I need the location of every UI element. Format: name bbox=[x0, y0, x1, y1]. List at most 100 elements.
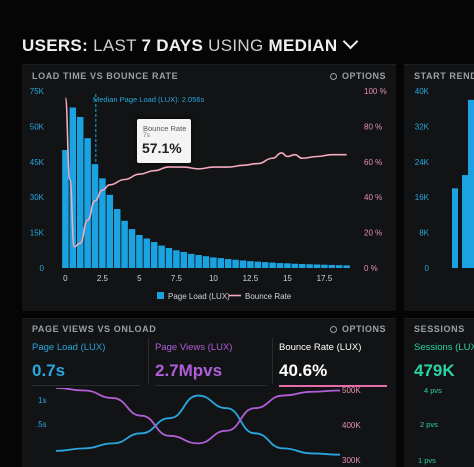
legend-bounce-rate: Bounce Rate bbox=[245, 292, 292, 301]
pageviews-onload-panel bbox=[22, 318, 396, 467]
sessions-sub-1: 4 pvs bbox=[424, 386, 442, 395]
page-load-bar bbox=[91, 164, 99, 268]
page-load-bar bbox=[76, 116, 84, 269]
page-load-bar bbox=[84, 138, 91, 268]
metric-bounce-rate-value: 40.6% bbox=[279, 361, 328, 380]
start-render-tick-label: 32K bbox=[415, 122, 430, 131]
start-render-title: START RENDE bbox=[414, 71, 474, 81]
metric-page-views-label: Page Views (LUX) bbox=[155, 342, 233, 353]
page-load-bar bbox=[62, 150, 69, 268]
legend-page-load: Page Load (LUX) bbox=[168, 292, 230, 301]
y-right-tick-label: 60 % bbox=[364, 158, 382, 167]
header-range: 7 DAYS bbox=[141, 36, 204, 55]
bounce-tooltip: Bounce Rate 7s 57.1% bbox=[137, 119, 191, 163]
pageviews-onload-title: PAGE VIEWS VS ONLOAD bbox=[32, 324, 157, 334]
sessions-sub-2: 2 pvs bbox=[420, 420, 438, 429]
page-load-bar bbox=[195, 255, 202, 268]
page-load-bar bbox=[247, 261, 254, 268]
page-load-bar bbox=[128, 229, 136, 268]
page-load-bar bbox=[269, 262, 276, 268]
y-right-tick-label: 40 % bbox=[364, 193, 382, 202]
metric-sessions-label: Sessions (LUX) bbox=[414, 342, 474, 353]
page-load-bar bbox=[224, 259, 232, 268]
metric-page-views[interactable]: Page Views (LUX) 2.7Mpvs bbox=[155, 337, 267, 386]
start-render-tick-label: 16K bbox=[415, 193, 430, 202]
y-left-tick-label: 45K bbox=[30, 158, 45, 167]
bottom-right-tick-3: 300K bbox=[342, 456, 361, 465]
load-bounce-panel bbox=[22, 64, 396, 311]
start-render-bar bbox=[452, 188, 458, 268]
bounce-rate-series-line bbox=[64, 97, 347, 248]
start-render-tick-label: 24K bbox=[415, 158, 430, 167]
page-load-bar bbox=[276, 263, 284, 268]
options-icon bbox=[330, 326, 337, 333]
page-load-bar bbox=[343, 265, 350, 268]
legend-page-load-swatch bbox=[157, 292, 164, 299]
metric-sessions-value: 479K bbox=[414, 361, 455, 380]
divider bbox=[148, 338, 149, 384]
metric-bounce-rate-label: Bounce Rate (LUX) bbox=[279, 342, 362, 353]
y-right-tick-label: 20 % bbox=[364, 229, 382, 238]
y-left-tick-label: 30K bbox=[30, 193, 45, 202]
page-load-bar bbox=[210, 257, 217, 268]
sessions-panel bbox=[404, 318, 474, 467]
bottom-left-tick-1: 1s bbox=[38, 396, 47, 405]
header-last: LAST bbox=[93, 36, 142, 55]
page-load-bar bbox=[261, 262, 269, 268]
page-load-series-line bbox=[56, 394, 340, 456]
page-load-bar bbox=[99, 178, 106, 268]
header-using: USING bbox=[203, 36, 269, 55]
x-tick-label: 5 bbox=[137, 274, 142, 283]
header-users: USERS: bbox=[22, 36, 94, 55]
page-header[interactable]: USERS: LAST 7 DAYS USING MEDIAN bbox=[22, 33, 359, 56]
x-tick-label: 0 bbox=[63, 274, 68, 283]
start-render-tick-label: 0 bbox=[425, 264, 430, 273]
metric-page-load-value: 0.7s bbox=[32, 361, 66, 380]
page-load-bar bbox=[239, 260, 247, 268]
y-right-tick-label: 80 % bbox=[364, 122, 382, 131]
start-render-chart: 40K 32K 24K 16K 8K 0 bbox=[415, 87, 474, 273]
start-render-tick-label: 8K bbox=[419, 229, 429, 238]
y-left-tick-label: 75K bbox=[30, 87, 45, 96]
options-button[interactable]: OPTIONS bbox=[330, 71, 386, 81]
page-load-bar bbox=[165, 247, 173, 268]
metric-bounce-rate[interactable]: Bounce Rate (LUX) 40.6% bbox=[279, 337, 387, 387]
metric-sessions[interactable]: Sessions (LUX) 479K bbox=[414, 337, 474, 385]
sessions-sub-3: 1 pvs bbox=[418, 456, 436, 465]
page-load-bar bbox=[254, 261, 262, 268]
page-load-bar bbox=[232, 259, 239, 268]
page-load-bar bbox=[313, 264, 321, 268]
sessions-title: SESSIONS bbox=[414, 324, 465, 334]
options-label: OPTIONS bbox=[342, 71, 387, 81]
options-button-2[interactable]: OPTIONS bbox=[330, 324, 386, 334]
tooltip-sub: 7s bbox=[143, 132, 150, 139]
y-left-tick-label: 50K bbox=[30, 122, 45, 131]
metric-page-load[interactable]: Page Load (LUX) 0.7s bbox=[32, 337, 140, 386]
x-tick-label: 7.5 bbox=[171, 274, 183, 283]
x-tick-label: 2.5 bbox=[97, 274, 109, 283]
page-load-bar bbox=[291, 263, 299, 268]
page-load-bar bbox=[113, 209, 121, 268]
options-icon bbox=[330, 73, 337, 80]
x-tick-label: 17.5 bbox=[317, 274, 333, 283]
page-load-bar bbox=[136, 234, 143, 268]
x-tick-label: 15 bbox=[283, 274, 292, 283]
start-render-bar bbox=[462, 175, 468, 268]
bottom-right-tick-2: 400K bbox=[342, 421, 361, 430]
page-load-bar bbox=[328, 264, 336, 268]
page-views-series-line bbox=[56, 388, 340, 445]
y-right-tick-label: 0 % bbox=[364, 264, 378, 273]
page-load-bar bbox=[306, 264, 313, 268]
load-bounce-chart: 75K 50K 45K 30K 15K 0 100 % 80 % 60 % 40 % 20 % 0 … bbox=[30, 87, 387, 301]
tooltip-value: 57.1% bbox=[142, 140, 182, 156]
page-load-bar bbox=[143, 238, 151, 268]
page-load-bar bbox=[335, 265, 343, 268]
tooltip-title: Bounce Rate bbox=[143, 124, 187, 133]
chevron-down-icon[interactable] bbox=[343, 33, 359, 50]
y-left-tick-label: 15K bbox=[30, 229, 45, 238]
page-load-bar bbox=[158, 245, 165, 268]
median-label: Median Page Load (LUX): 2.056s bbox=[93, 95, 205, 104]
bottom-right-tick-1: 500K bbox=[342, 386, 361, 395]
y-right-tick-label: 100 % bbox=[364, 87, 387, 96]
x-tick-label: 12.5 bbox=[243, 274, 259, 283]
